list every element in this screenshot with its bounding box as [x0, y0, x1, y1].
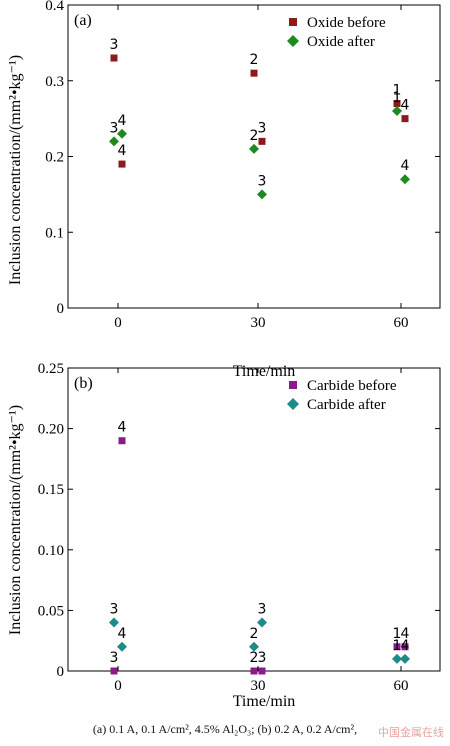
- legend-marker: [287, 398, 299, 410]
- chart-panel-a: 0 0.1 0.2 0.3 0.4 0 30 60 Time/min Inclusion conc…: [7, 0, 441, 380]
- data-point: [257, 189, 267, 200]
- legend-entry: Carbide after: [307, 397, 386, 413]
- y-tick-label: 0.3: [45, 74, 64, 90]
- data-point: [400, 653, 410, 664]
- point-label: 3: [110, 602, 119, 618]
- point-label: 1: [393, 90, 402, 106]
- data-point: [249, 641, 259, 652]
- point-label: 3: [110, 120, 119, 136]
- data-point: [392, 653, 402, 664]
- point-label: 4: [118, 626, 127, 642]
- y-tick-label: 0.10: [38, 543, 64, 559]
- point-label: 1: [393, 626, 402, 642]
- data-point: [400, 174, 410, 185]
- point-label: 2: [250, 650, 259, 666]
- data-point: [393, 643, 401, 651]
- y-axis-label: Inclusion concentration/(mm²•kg⁻¹): [7, 55, 24, 285]
- data-point: [110, 667, 118, 675]
- x-tick-label: 30: [251, 315, 266, 331]
- data-point: [117, 128, 127, 139]
- point-label: 2: [250, 52, 259, 68]
- y-tick-label: 0.05: [38, 603, 64, 619]
- data-point: [401, 115, 409, 123]
- point-label: 1: [393, 82, 402, 98]
- y-tick-label: 0.1: [45, 225, 64, 241]
- panel-label: (a): [74, 12, 92, 29]
- point-label: 4: [401, 638, 410, 654]
- point-label: 1: [393, 638, 402, 654]
- point-label: 4: [118, 143, 127, 159]
- point-label: 2: [250, 626, 259, 642]
- legend-entry: Oxide after: [307, 34, 375, 50]
- x-axis-label: Time/min: [233, 693, 296, 710]
- data-point: [250, 69, 258, 77]
- watermark: 中国金属在线: [378, 726, 444, 739]
- data-point: [109, 136, 119, 147]
- legend-marker: [289, 381, 297, 389]
- data-point: [118, 160, 126, 168]
- point-label: 4: [401, 626, 410, 642]
- point-label: 3: [258, 120, 267, 136]
- x-tick-label: 0: [114, 315, 122, 331]
- y-tick-label: 0.15: [38, 482, 64, 498]
- x-tick-label: 60: [394, 315, 409, 331]
- data-point: [258, 667, 266, 675]
- point-label: 3: [258, 650, 267, 666]
- data-point: [401, 643, 409, 651]
- data-point: [118, 437, 126, 445]
- point-label: 3: [110, 37, 119, 53]
- point-label: 4: [401, 158, 410, 174]
- point-label: 3: [258, 173, 267, 189]
- point-label: 3: [258, 602, 267, 618]
- x-tick-label: 0: [114, 678, 122, 694]
- data-point: [117, 641, 127, 652]
- panel-label: (b): [74, 375, 93, 392]
- data-point: [258, 137, 266, 145]
- data-point: [250, 667, 258, 675]
- y-tick-label: 0: [57, 664, 65, 680]
- chart-panel-b: 0 0.05 0.10 0.15 0.20 0.25 0 30 60 Time/min Inclus…: [7, 361, 441, 710]
- data-point: [249, 143, 259, 154]
- data-point: [109, 617, 119, 628]
- point-label: 4: [118, 420, 127, 436]
- y-tick-label: 0.20: [38, 422, 64, 438]
- legend-marker: [287, 35, 299, 47]
- y-tick-label: 0.2: [45, 150, 64, 166]
- legend-entry: Carbide before: [307, 378, 397, 394]
- legend-marker: [289, 18, 297, 26]
- data-point: [257, 617, 267, 628]
- y-tick-label: 0: [57, 301, 65, 317]
- point-label: 4: [401, 98, 410, 114]
- y-axis-label: Inclusion concentration/(mm²•kg⁻¹): [7, 405, 24, 635]
- figure-caption: (a) 0.1 A, 0.1 A/cm², 4.5% Al₂O₃; (b) 0.…: [92, 722, 358, 736]
- point-label: 2: [250, 128, 259, 144]
- x-axis-label: Time/min: [233, 363, 296, 380]
- data-point: [110, 54, 118, 62]
- x-tick-label: 30: [251, 678, 266, 694]
- x-tick-label: 60: [394, 678, 409, 694]
- y-tick-label: 0.4: [45, 0, 64, 14]
- legend-entry: Oxide before: [307, 15, 386, 31]
- point-label: 3: [110, 650, 119, 666]
- data-point: [392, 106, 402, 117]
- point-label: 4: [118, 113, 127, 129]
- data-point: [393, 99, 401, 107]
- y-tick-label: 0.25: [38, 361, 64, 377]
